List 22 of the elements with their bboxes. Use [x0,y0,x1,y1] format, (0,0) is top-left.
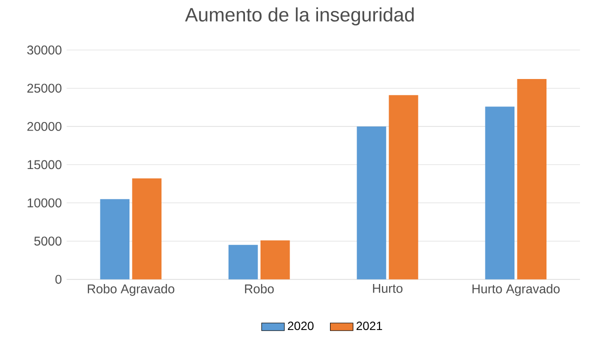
x-tick-label: Hurto Agravado [472,284,560,296]
x-tick-label: Robo Agravado [88,284,174,296]
bar [485,106,515,280]
y-tick-label: 10000 [28,198,62,208]
y-tick-label: 30000 [27,46,62,54]
bar [356,126,386,280]
bar [228,244,258,280]
y-tick-label: 15000 [28,160,62,170]
bar [260,240,290,280]
x-tick-label: Hurto [373,284,402,293]
y-tick-label: 20000 [27,122,62,131]
y-tick-label: 25000 [27,84,62,93]
y-tick-label: 0 [55,274,62,284]
x-tick-label: Robo [245,284,274,294]
bar [100,199,130,280]
bar [388,95,418,280]
legend-label: 2021 [356,322,382,330]
bar [132,178,162,280]
legend-label: 2020 [288,322,314,330]
bar [517,79,547,280]
chart-title: Aumento de la inseguridad [185,7,414,26]
y-tick-label: 5000 [34,236,62,246]
